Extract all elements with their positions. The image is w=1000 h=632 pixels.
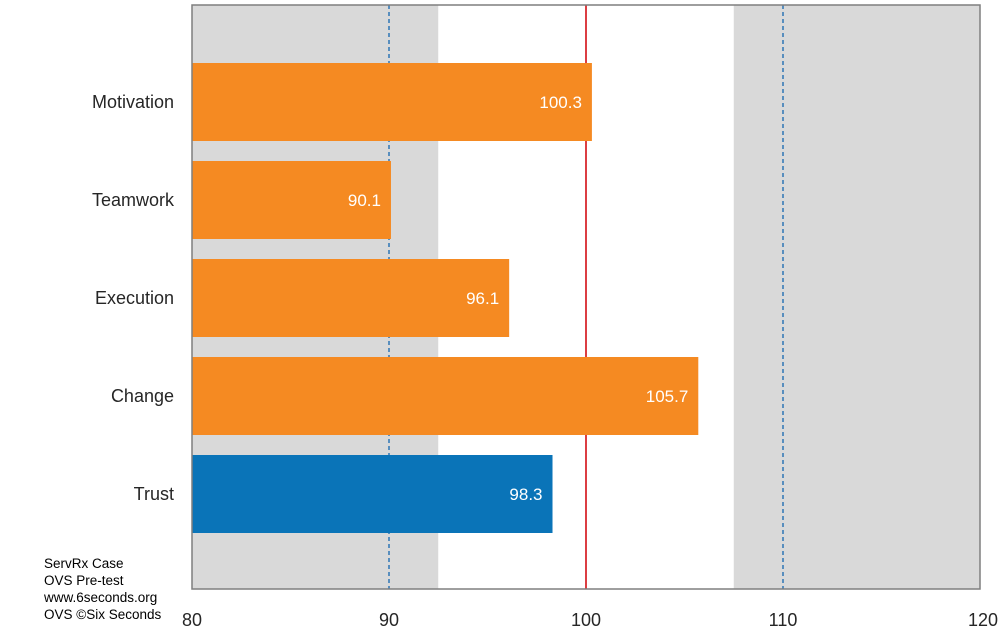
note-copyright: OVS ©Six Seconds (44, 607, 162, 622)
note-website: www.6seconds.org (44, 590, 158, 605)
category-label-change: Change (111, 386, 174, 406)
source-notes: ServRx Case OVS Pre-test www.6seconds.or… (44, 555, 161, 623)
note-test: OVS Pre-test (44, 573, 124, 588)
category-label-motivation: Motivation (92, 92, 174, 112)
x-tick-110: 110 (769, 610, 798, 630)
data-label-trust: 98.3 (509, 485, 542, 504)
plot-frame (191, 4, 981, 590)
bar-motivation (192, 63, 592, 141)
data-label-motivation: 100.3 (539, 93, 582, 112)
bars: 100.3 90.1 96.1 105.7 98.3 (192, 63, 699, 533)
data-label-change: 105.7 (646, 387, 689, 406)
bar-trust (192, 455, 553, 533)
x-axis-ticks: 80 90 100 110 120 (182, 610, 998, 630)
shaded-band-1 (733, 5, 980, 589)
category-labels: Motivation Teamwork Execution Change Trust (92, 92, 175, 504)
bar-change (192, 357, 699, 435)
category-label-execution: Execution (95, 288, 174, 308)
x-tick-90: 90 (379, 610, 399, 630)
x-tick-80: 80 (182, 610, 202, 630)
data-label-teamwork: 90.1 (348, 191, 381, 210)
x-tick-100: 100 (571, 610, 601, 630)
note-case: ServRx Case (44, 556, 124, 571)
category-label-trust: Trust (134, 484, 174, 504)
data-label-execution: 96.1 (466, 289, 499, 308)
x-tick-120: 120 (968, 610, 998, 630)
bar-execution (192, 259, 510, 337)
bar-teamwork (192, 161, 391, 239)
category-label-teamwork: Teamwork (92, 190, 175, 210)
